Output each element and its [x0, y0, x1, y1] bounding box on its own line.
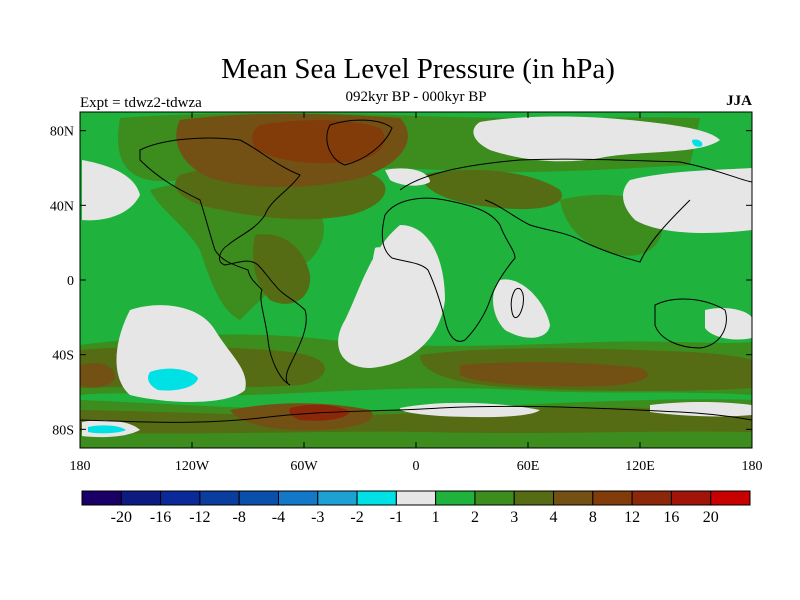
- field-grey-arctic: [473, 116, 720, 162]
- colorbar-label: 1: [432, 509, 440, 526]
- lon-tick-label: 180: [70, 459, 91, 474]
- map-subtitle: 092kyr BP - 000kyr BP: [345, 89, 487, 105]
- field-grey-indian-ocean: [493, 279, 550, 338]
- field-brown-indian-ocean: [460, 362, 648, 387]
- coastlines: [80, 119, 752, 423]
- colorbar-label: 16: [663, 509, 679, 526]
- colorbar-label: -20: [111, 509, 132, 526]
- field-grey-europe: [385, 168, 430, 186]
- colorbar-swatch: [631, 490, 672, 506]
- colorbar: -20 -16 -12 -8 -4 -3 -2 -1 1 2 3 4 8 12 16 20: [81, 490, 751, 526]
- lon-tick-label: 60E: [517, 459, 540, 474]
- lon-tick-label: 60W: [290, 459, 318, 474]
- colorbar-swatch: [277, 490, 319, 506]
- colorbar-label: -2: [350, 509, 363, 526]
- colorbar-label: 4: [550, 509, 558, 526]
- colorbar-label: -12: [189, 509, 210, 526]
- lat-tick-label: 0: [67, 274, 74, 289]
- colorbar-label: 12: [624, 509, 640, 526]
- coastline-antarctica: [80, 405, 752, 423]
- colorbar-label: -1: [390, 509, 403, 526]
- field-grey-south-atlantic: [338, 225, 445, 368]
- field-cyan-arctic: [692, 139, 703, 147]
- colorbar-swatch: [710, 490, 751, 506]
- colorbar-label: -4: [272, 509, 285, 526]
- season-label: JJA: [726, 93, 752, 109]
- colorbar-swatch: [317, 490, 358, 506]
- colorbar-swatch: [199, 490, 240, 506]
- colorbar-swatch: [513, 490, 555, 506]
- coastline-madagascar: [510, 287, 524, 319]
- field-cyan-south-pacific: [148, 368, 198, 391]
- colorbar-label: 20: [703, 509, 719, 526]
- colorbar-label: 2: [471, 509, 479, 526]
- colorbar-swatch: [670, 490, 712, 506]
- colorbar-swatch: [435, 490, 476, 506]
- field-olive-eurasia: [420, 170, 562, 210]
- lon-tick-label: 180: [742, 459, 763, 474]
- field-brown-southwest: [80, 363, 115, 388]
- colorbar-swatch: [592, 490, 633, 506]
- lat-tick-label: 80S: [52, 423, 74, 438]
- lat-tick-label: 80N: [50, 125, 74, 140]
- colorbar-swatch: [120, 490, 162, 506]
- colorbar-label: 8: [589, 509, 597, 526]
- field-darkbrown-greenland: [252, 120, 385, 164]
- lon-tick-label: 120E: [625, 459, 655, 474]
- field-olive-south-america: [253, 234, 311, 304]
- field-grey-tasman: [705, 307, 752, 340]
- coastline-greenland: [326, 119, 393, 166]
- colorbar-label: -3: [311, 509, 324, 526]
- field-cyan-ross-sea: [88, 425, 126, 434]
- coastline-eurasia: [399, 158, 752, 263]
- field-grey-northpacific-east: [623, 168, 752, 233]
- lat-tick-label: 40S: [52, 349, 74, 364]
- lat-tick-label: 40N: [50, 199, 74, 214]
- field-grey-northpacific-west: [82, 160, 140, 221]
- field-olive-antarctic: [80, 407, 752, 434]
- colorbar-swatch: [81, 490, 122, 506]
- colorbar-swatch: [395, 490, 437, 506]
- map-title: Mean Sea Level Pressure (in hPa): [221, 53, 615, 85]
- longitude-axis: 180 120W 60W 0 60E 120E 180: [70, 112, 763, 474]
- field-grey-antarctic-east: [650, 401, 752, 417]
- lon-tick-label: 0: [413, 459, 420, 474]
- colorbar-swatch: [160, 490, 201, 506]
- coastline-australia: [654, 298, 727, 349]
- colorbar-swatch: [474, 490, 515, 506]
- colorbar-swatch: [553, 490, 594, 506]
- coastline-americas: [139, 137, 307, 386]
- coastline-africa: [381, 197, 516, 342]
- colorbar-label: -16: [150, 509, 171, 526]
- colorbar-swatch: [356, 490, 397, 506]
- colorbar-label: 3: [510, 509, 518, 526]
- pressure-field: [80, 112, 752, 448]
- field-grey-west-africa: [373, 247, 390, 274]
- lon-tick-label: 120W: [175, 459, 210, 474]
- latitude-axis: 80N 40N 0 40S 80S: [50, 125, 752, 438]
- colorbar-label: -8: [233, 509, 246, 526]
- colorbar-swatch: [238, 490, 279, 506]
- experiment-label: Expt = tdwz2-tdwza: [80, 95, 202, 111]
